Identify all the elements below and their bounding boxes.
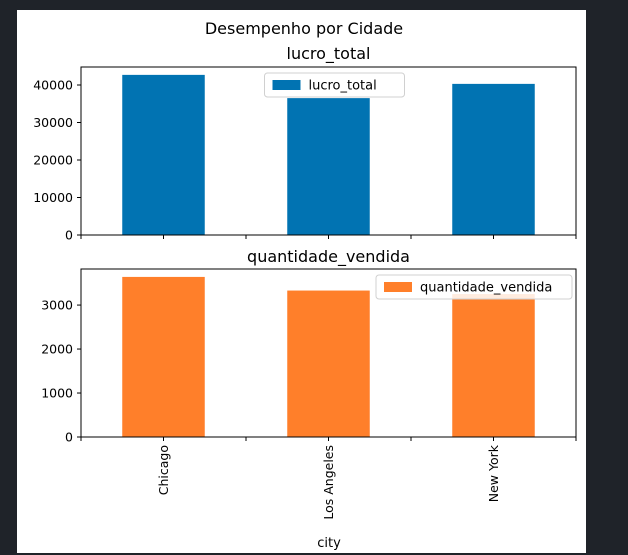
x-tick-label: New York [486, 444, 501, 502]
y-tick-label: 1000 [41, 386, 73, 401]
x-tick-label: Chicago [156, 445, 171, 495]
legend-box [375, 274, 573, 300]
bar-new-york [452, 83, 535, 235]
legend-swatch [272, 80, 301, 90]
legend-label: lucro_total [309, 79, 377, 94]
legend-label: quantidade_vendida [420, 281, 552, 296]
y-tick-label: 2000 [41, 342, 73, 357]
axes-panel-1: lucro_total 0 10000 20000 30000 40000 lucro_to… [33, 44, 577, 243]
panel-title: lucro_total [287, 44, 371, 64]
bar-chicago [122, 276, 205, 437]
panel-title: quantidade_vendida [247, 247, 410, 267]
bar-los-angeles [287, 290, 370, 437]
chart-canvas: Desempenho por Cidade lucro_total0100002… [33, 19, 577, 551]
x-axis-label: city [317, 536, 341, 551]
x-tick-label: Los Angeles [321, 445, 336, 520]
y-tick-label: 0 [65, 228, 73, 243]
y-tick-label: 3000 [41, 298, 73, 313]
figure: Desempenho por Cidade lucro_total 0 10000 2… [17, 10, 586, 553]
bar-los-angeles [287, 98, 370, 235]
bar-new-york [452, 294, 535, 437]
axes-panel-2: quantidade_vendida 0 1000 2000 3000 Chicago Lo… [41, 247, 577, 520]
bar-chicago [122, 74, 205, 235]
figure-title: Desempenho por Cidade [205, 19, 403, 38]
legend-swatch [384, 282, 412, 292]
y-tick-label: 30000 [33, 115, 73, 130]
y-tick-label: 0 [65, 430, 73, 445]
y-tick-label: 40000 [33, 78, 73, 93]
legend: lucro_total [264, 72, 405, 98]
legend: quantidade_vendida [375, 274, 573, 300]
legend-box [264, 72, 405, 98]
y-tick-label: 10000 [33, 190, 73, 205]
y-tick-label: 20000 [33, 153, 73, 168]
